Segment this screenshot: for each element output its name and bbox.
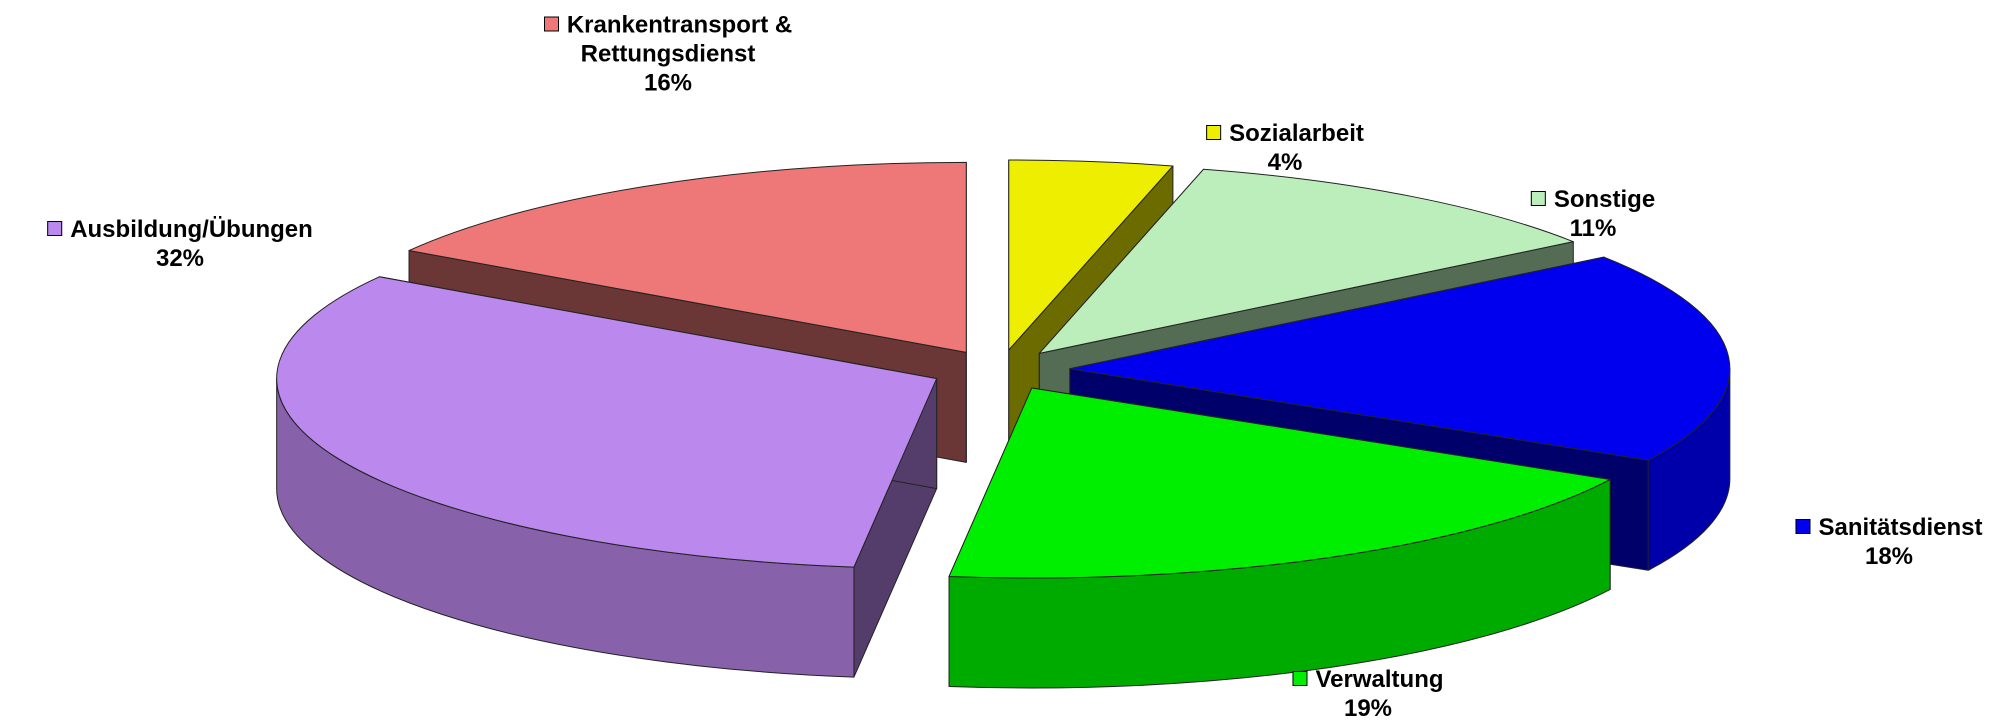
value-label: 16%: [643, 69, 693, 97]
slice: [1008, 159, 1174, 351]
value-label: 4%: [1267, 149, 1303, 176]
legend-swatch: [1292, 671, 1308, 686]
slice: [1069, 256, 1731, 461]
category-label: Krankentransport & Rettungsdienst: [566, 11, 793, 68]
category-label: Sanitätsdienst: [1818, 514, 1983, 541]
data-label: Sozialarbeit 4%: [1206, 119, 1364, 177]
slice: [948, 387, 1611, 579]
legend-swatch: [543, 16, 559, 32]
slice: [408, 161, 967, 353]
category-label: Sonstige: [1553, 186, 1656, 213]
legend-swatch: [1206, 125, 1222, 140]
data-label: Verwaltung 19%: [1292, 665, 1444, 723]
legend-swatch: [1795, 519, 1811, 534]
data-label: Ausbildung/Übungen 32%: [47, 215, 313, 273]
category-label: Verwaltung: [1315, 666, 1444, 693]
slice: [276, 276, 938, 568]
value-label: 11%: [1569, 215, 1617, 242]
value-label: 18%: [1864, 543, 1914, 570]
category-label: Sozialarbeit: [1229, 120, 1364, 147]
value-label: 32%: [155, 245, 205, 272]
category-label: Ausbildung/Übungen: [70, 216, 313, 243]
legend-swatch: [47, 221, 63, 236]
value-label: 19%: [1343, 695, 1393, 722]
data-label: Krankentransport & Rettungsdienst 16%: [523, 11, 813, 98]
legend-swatch: [1530, 191, 1546, 206]
data-label: Sanitätsdienst 18%: [1795, 513, 1983, 571]
slice: [1038, 168, 1574, 354]
data-label: Sonstige 11%: [1530, 185, 1656, 243]
